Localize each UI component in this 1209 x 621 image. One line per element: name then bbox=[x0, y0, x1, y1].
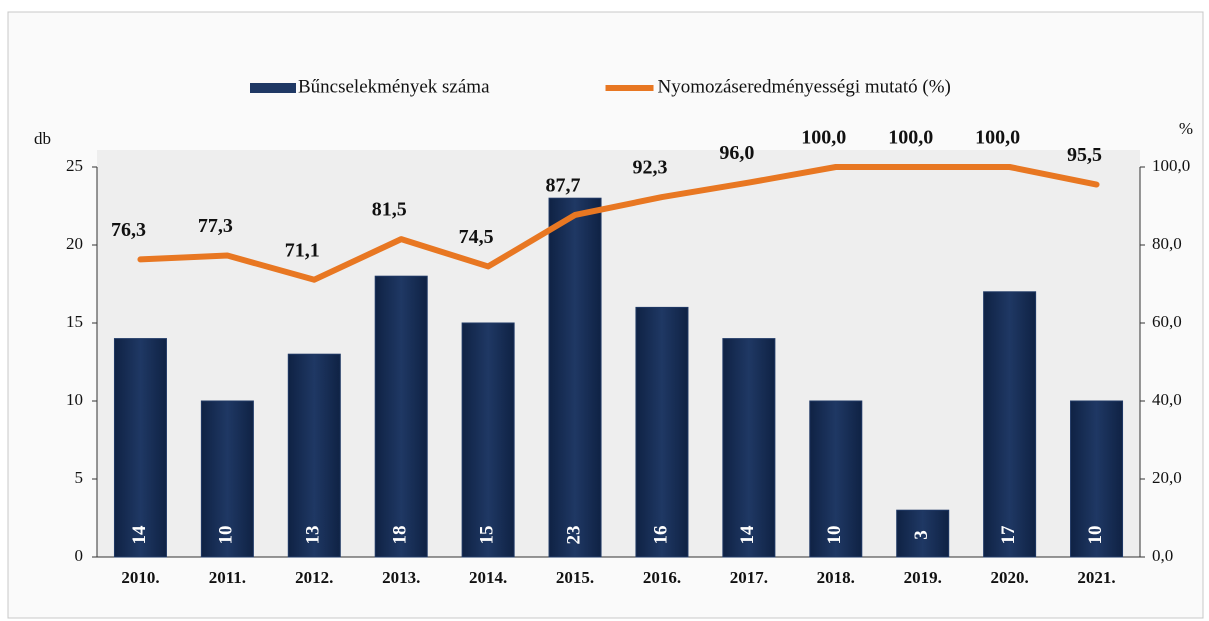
y-axis-title: db bbox=[34, 129, 51, 148]
line-value-label: 76,3 bbox=[111, 219, 146, 241]
bar-value-label: 18 bbox=[390, 526, 411, 545]
x-tick-label: 2020. bbox=[991, 568, 1029, 587]
legend-label: Nyomozáseredményességi mutató (%) bbox=[658, 76, 951, 97]
y2-tick-label: 0,0 bbox=[1152, 546, 1173, 565]
bar bbox=[983, 291, 1037, 558]
line-value-label: 100,0 bbox=[801, 127, 846, 149]
bar-value-label: 10 bbox=[824, 526, 845, 545]
x-tick-label: 2015. bbox=[556, 568, 594, 587]
y-tick-label: 0 bbox=[75, 546, 84, 565]
y-tick-label: 15 bbox=[66, 312, 83, 331]
bar-value-label: 13 bbox=[303, 526, 324, 545]
bar-value-label: 10 bbox=[216, 526, 237, 545]
bar bbox=[200, 400, 254, 558]
bar bbox=[461, 322, 515, 558]
legend-swatch bbox=[250, 83, 296, 93]
bar bbox=[635, 306, 689, 558]
y2-axis-title: % bbox=[1179, 119, 1193, 138]
line-value-label: 95,5 bbox=[1067, 144, 1102, 166]
x-tick-label: 2011. bbox=[209, 568, 246, 587]
bar bbox=[722, 338, 776, 558]
bar-value-label: 17 bbox=[998, 525, 1019, 545]
bar-value-label: 10 bbox=[1085, 526, 1106, 545]
x-tick-label: 2010. bbox=[121, 568, 159, 587]
x-tick-label: 2021. bbox=[1077, 568, 1115, 587]
x-tick-label: 2014. bbox=[469, 568, 507, 587]
bar bbox=[113, 338, 167, 558]
bar bbox=[548, 197, 602, 558]
bar-value-label: 3 bbox=[911, 530, 932, 540]
bar-value-label: 23 bbox=[563, 526, 584, 545]
line-value-label: 74,5 bbox=[459, 226, 494, 248]
plot-background bbox=[97, 150, 1140, 557]
bar-value-label: 14 bbox=[129, 525, 150, 545]
x-tick-label: 2018. bbox=[817, 568, 855, 587]
x-tick-label: 2019. bbox=[904, 568, 942, 587]
y-tick-label: 25 bbox=[66, 156, 83, 175]
bar-value-label: 16 bbox=[650, 526, 671, 545]
line-value-label: 81,5 bbox=[372, 199, 407, 221]
line-value-label: 92,3 bbox=[632, 157, 667, 179]
y2-tick-label: 60,0 bbox=[1152, 312, 1182, 331]
y2-tick-label: 100,0 bbox=[1152, 156, 1190, 175]
y-tick-label: 10 bbox=[66, 390, 83, 409]
line-value-label: 100,0 bbox=[975, 127, 1020, 149]
bar bbox=[374, 275, 428, 558]
y2-tick-label: 80,0 bbox=[1152, 234, 1182, 253]
x-tick-label: 2012. bbox=[295, 568, 333, 587]
line bbox=[137, 164, 1100, 283]
line-value-label: 77,3 bbox=[198, 215, 233, 237]
y2-tick-label: 20,0 bbox=[1152, 468, 1182, 487]
line-value-label: 87,7 bbox=[546, 175, 581, 197]
x-tick-label: 2013. bbox=[382, 568, 420, 587]
bar bbox=[1070, 400, 1124, 558]
y-tick-label: 5 bbox=[75, 468, 84, 487]
x-tick-label: 2016. bbox=[643, 568, 681, 587]
line-value-label: 71,1 bbox=[285, 239, 320, 261]
bar bbox=[287, 353, 341, 558]
y-tick-label: 20 bbox=[66, 234, 83, 253]
bar bbox=[896, 509, 950, 558]
bar-value-label: 14 bbox=[737, 525, 758, 545]
bar bbox=[809, 400, 863, 558]
line-value-label: 100,0 bbox=[888, 127, 933, 149]
y2-tick-label: 40,0 bbox=[1152, 390, 1182, 409]
legend-label: Bűncselekmények száma bbox=[298, 76, 490, 97]
bar-value-label: 15 bbox=[476, 526, 497, 545]
line-value-label: 96,0 bbox=[719, 142, 754, 164]
x-tick-label: 2017. bbox=[730, 568, 768, 587]
